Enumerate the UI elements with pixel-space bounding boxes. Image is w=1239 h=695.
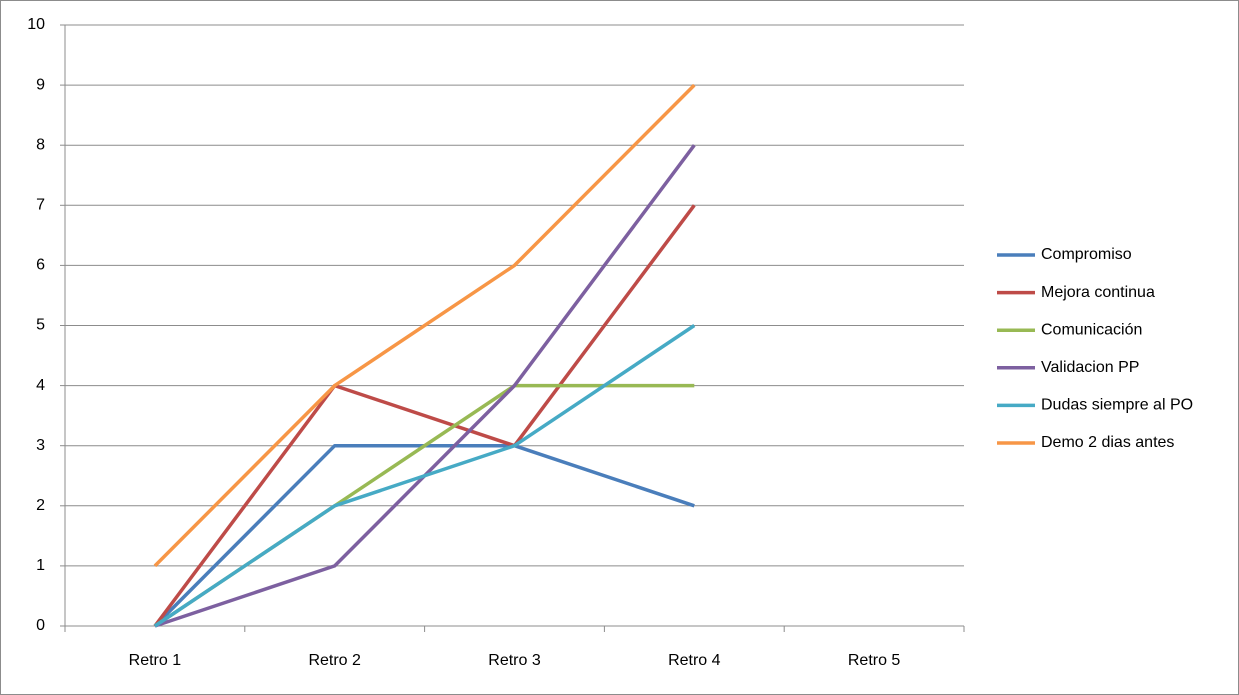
y-tick-label: 3 [36,437,45,454]
y-tick-label: 6 [36,257,45,274]
y-tick-label: 9 [36,76,45,93]
x-tick-label: Retro 4 [668,652,721,669]
y-tick-label: 7 [36,197,45,214]
legend-label: Mejora continua [1041,284,1155,301]
y-tick-label: 8 [36,136,45,153]
legend-label: Dudas siempre al PO [1041,397,1193,414]
legend-label: Validacion PP [1041,359,1139,376]
series-line [153,204,696,628]
y-tick-label: 0 [36,617,45,634]
y-tick-label: 2 [36,497,45,514]
legend-label: Compromiso [1041,246,1132,263]
legend-label: Demo 2 dias antes [1041,434,1174,451]
x-tick-label: Retro 3 [488,652,541,669]
y-tick-label: 1 [36,557,45,574]
series-line [153,324,696,628]
legend-label: Comunicación [1041,321,1142,338]
y-tick-label: 5 [36,317,45,334]
x-tick-label: Retro 5 [848,652,901,669]
y-tick-label: 10 [27,16,45,33]
series-line [153,83,696,568]
x-tick-label: Retro 1 [129,652,182,669]
y-tick-label: 4 [36,377,45,394]
x-tick-label: Retro 2 [308,652,361,669]
